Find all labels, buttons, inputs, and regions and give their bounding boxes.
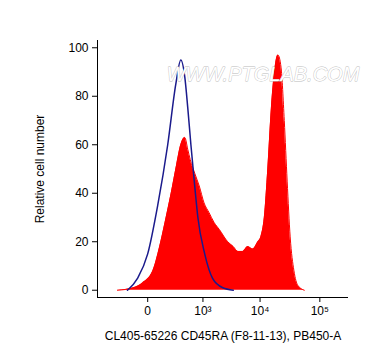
svg-text:60: 60 (75, 138, 89, 152)
svg-text:10⁵: 10⁵ (311, 304, 329, 318)
svg-text:20: 20 (75, 235, 89, 249)
svg-text:40: 40 (75, 186, 89, 200)
svg-text:Relative cell number: Relative cell number (33, 115, 47, 224)
svg-text:10⁴: 10⁴ (251, 304, 270, 318)
svg-text:0: 0 (144, 304, 151, 318)
svg-text:10³: 10³ (194, 304, 211, 318)
svg-text:CL405-65226 CD45RA (F8-11-13),: CL405-65226 CD45RA (F8-11-13), PB450-A (105, 329, 342, 343)
svg-text:WWW.PTGLAB.COM: WWW.PTGLAB.COM (167, 63, 360, 85)
svg-text:0: 0 (82, 283, 89, 297)
svg-text:80: 80 (75, 89, 89, 103)
svg-text:100: 100 (68, 41, 88, 55)
